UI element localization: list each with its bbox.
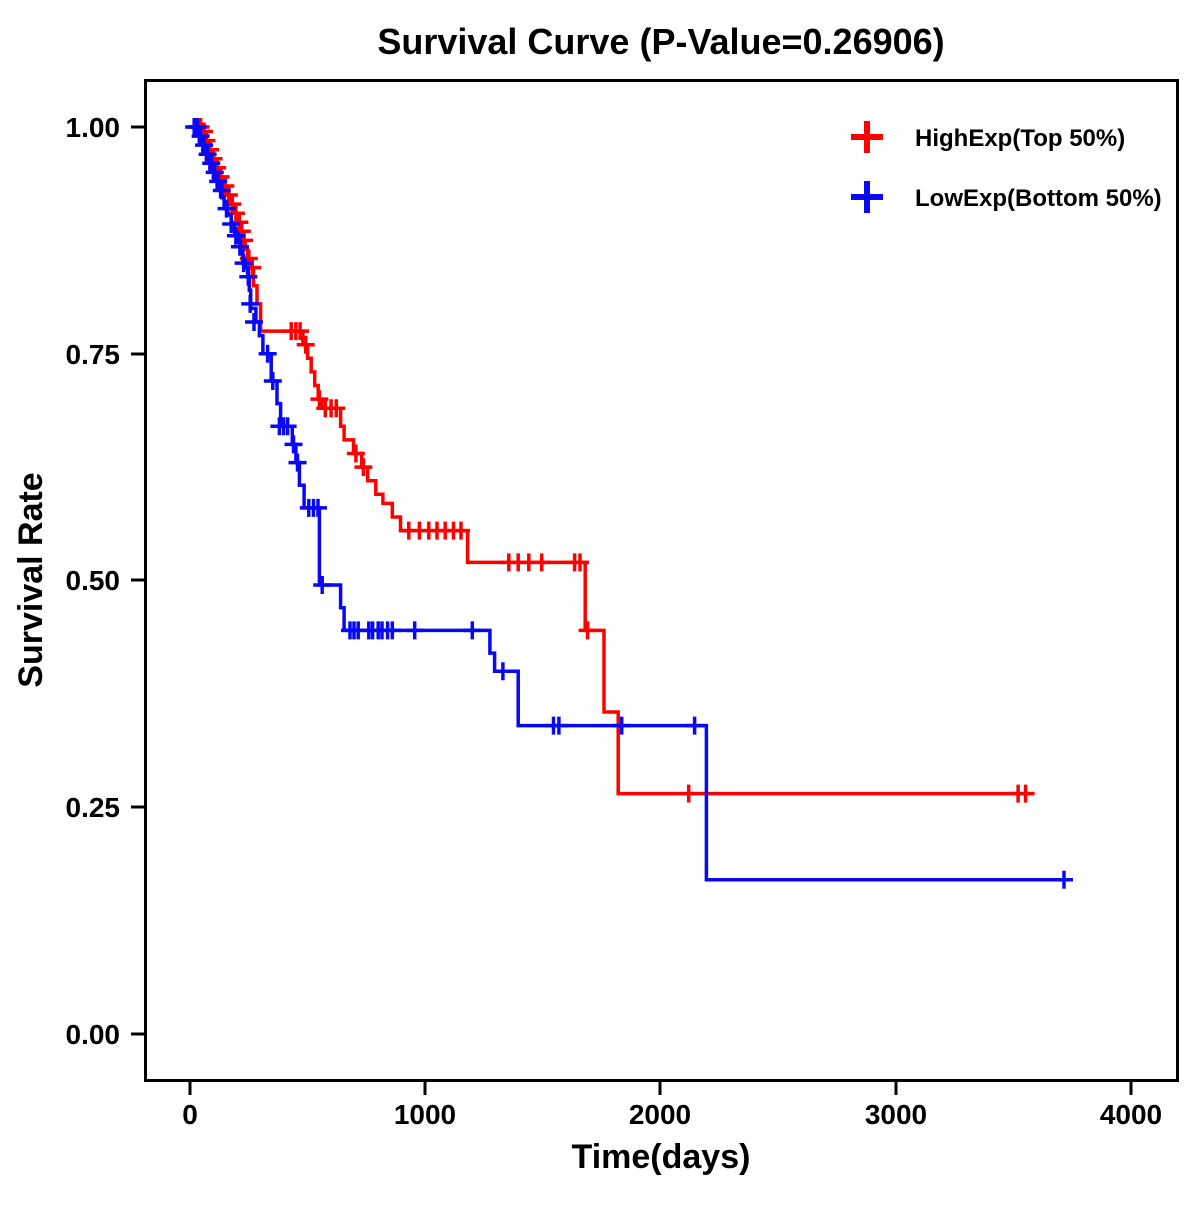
legend-label-lowexp: LowExp(Bottom 50%)	[915, 185, 1162, 212]
x-axis-tick-labels: 0 1000 2000 3000 4000	[182, 1099, 1162, 1130]
censor-plus-marks	[185, 118, 1073, 889]
y-tick-label: 0.75	[66, 339, 121, 370]
plus-icon	[851, 121, 883, 153]
y-tick-label: 0.25	[66, 792, 121, 823]
x-tick-label: 4000	[1100, 1099, 1162, 1130]
x-tick-label: 2000	[629, 1099, 691, 1130]
legend: HighExp(Top 50%) LowExp(Bottom 50%)	[851, 121, 1162, 213]
x-tick-label: 3000	[865, 1099, 927, 1130]
y-tick-label: 0.50	[66, 565, 121, 596]
y-axis-label: Survival Rate	[12, 472, 50, 687]
y-axis-tick-labels: 1.00 0.75 0.50 0.25 0.00	[66, 112, 121, 1050]
lowexp-curve-group	[185, 118, 1073, 889]
legend-label-highexp: HighExp(Top 50%)	[915, 125, 1125, 152]
x-axis-label: Time(days)	[572, 1138, 751, 1176]
highexp-curve-group	[186, 118, 1035, 803]
y-tick-label: 1.00	[66, 112, 121, 143]
x-tick-label: 0	[182, 1099, 198, 1130]
plus-icon	[851, 181, 883, 213]
legend-marker-highexp	[851, 121, 883, 153]
x-axis-ticks	[188, 1081, 1133, 1095]
censor-plus-marks	[186, 118, 1035, 803]
y-tick-label: 0.00	[66, 1019, 121, 1050]
survival-step-curve	[190, 125, 1066, 882]
plot-area	[144, 79, 1179, 1082]
x-tick-label: 1000	[394, 1099, 456, 1130]
y-axis-ticks	[131, 125, 145, 1036]
legend-marker-lowexp	[851, 181, 883, 213]
chart-title: Survival Curve (P-Value=0.26906)	[377, 21, 944, 62]
survival-step-curve	[190, 125, 1028, 796]
